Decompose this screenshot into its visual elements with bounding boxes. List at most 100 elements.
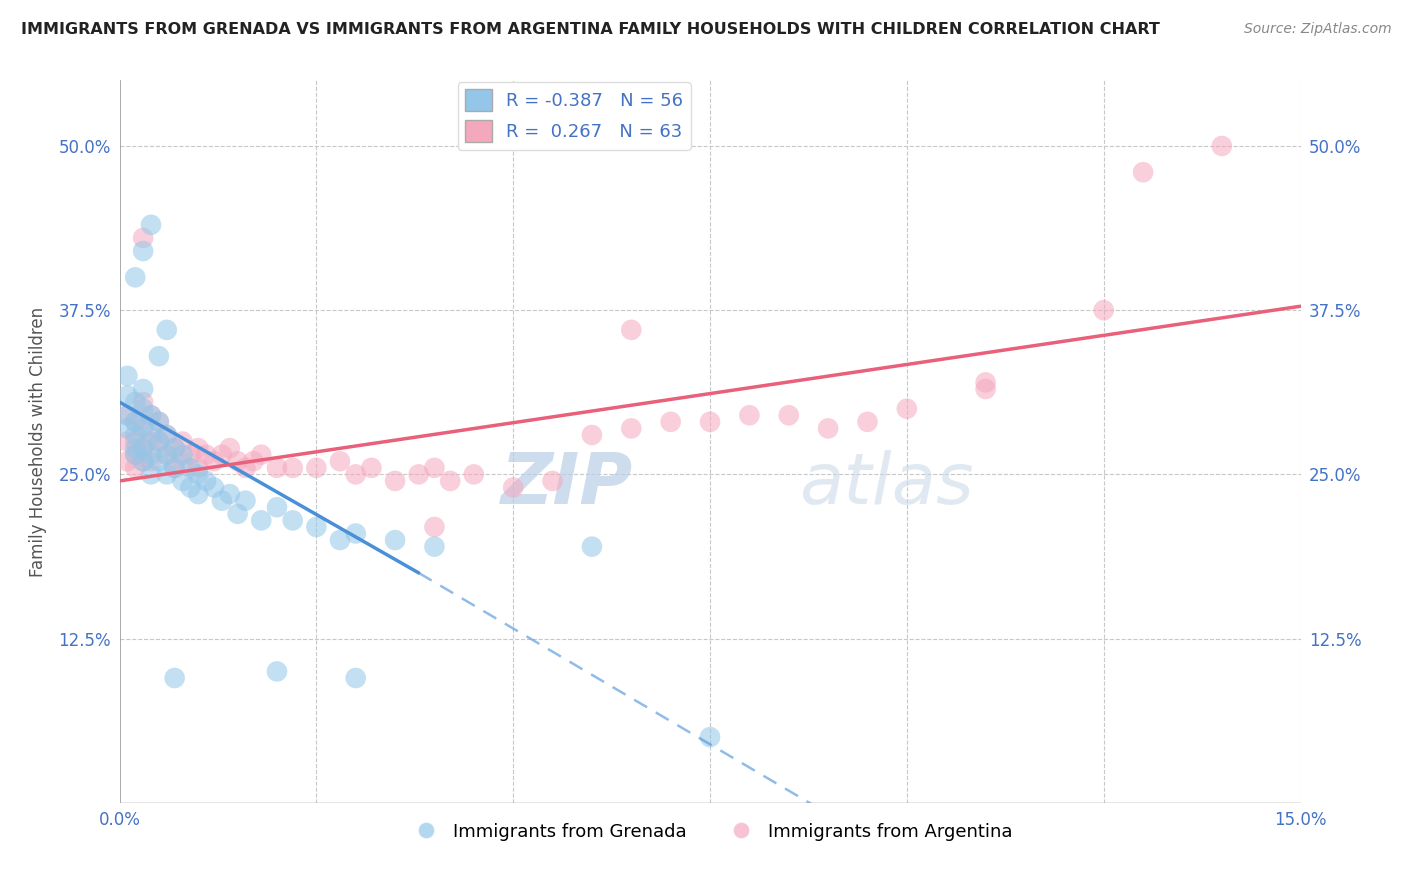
Text: IMMIGRANTS FROM GRENADA VS IMMIGRANTS FROM ARGENTINA FAMILY HOUSEHOLDS WITH CHIL: IMMIGRANTS FROM GRENADA VS IMMIGRANTS FR… <box>21 22 1160 37</box>
Point <box>124 434 146 449</box>
Point <box>620 421 643 435</box>
Point <box>132 441 155 455</box>
Point <box>974 376 997 390</box>
Point <box>124 448 146 462</box>
Point <box>124 460 146 475</box>
Point <box>156 428 179 442</box>
Point <box>266 500 288 515</box>
Point <box>117 434 139 449</box>
Point <box>132 421 155 435</box>
Point <box>156 467 179 482</box>
Point <box>195 474 218 488</box>
Point <box>124 441 146 455</box>
Point <box>117 409 139 423</box>
Point <box>817 421 839 435</box>
Point <box>179 448 201 462</box>
Point <box>117 421 139 435</box>
Point <box>266 460 288 475</box>
Point <box>344 526 367 541</box>
Point <box>344 671 367 685</box>
Point <box>156 448 179 462</box>
Point <box>305 460 328 475</box>
Point <box>132 421 155 435</box>
Point <box>778 409 800 423</box>
Point <box>218 441 240 455</box>
Point <box>172 474 194 488</box>
Point <box>502 481 524 495</box>
Point <box>211 448 233 462</box>
Point <box>179 481 201 495</box>
Point <box>226 507 249 521</box>
Point <box>187 467 209 482</box>
Point <box>305 520 328 534</box>
Y-axis label: Family Households with Children: Family Households with Children <box>30 307 48 576</box>
Point <box>1092 303 1115 318</box>
Point <box>124 428 146 442</box>
Point <box>281 460 304 475</box>
Point <box>699 730 721 744</box>
Legend: Immigrants from Grenada, Immigrants from Argentina: Immigrants from Grenada, Immigrants from… <box>401 815 1019 848</box>
Point <box>132 454 155 468</box>
Text: Source: ZipAtlas.com: Source: ZipAtlas.com <box>1244 22 1392 37</box>
Point <box>139 428 162 442</box>
Point <box>281 513 304 527</box>
Point <box>132 244 155 258</box>
Point <box>423 520 446 534</box>
Point <box>581 428 603 442</box>
Point <box>156 448 179 462</box>
Point <box>132 231 155 245</box>
Point <box>235 493 257 508</box>
Point <box>179 460 201 475</box>
Point <box>132 454 155 468</box>
Point <box>218 487 240 501</box>
Point <box>211 493 233 508</box>
Point <box>1211 139 1233 153</box>
Point <box>148 434 170 449</box>
Point <box>187 487 209 501</box>
Point <box>699 415 721 429</box>
Point <box>156 323 179 337</box>
Point <box>163 671 186 685</box>
Point <box>408 467 430 482</box>
Point <box>620 323 643 337</box>
Point <box>163 460 186 475</box>
Point <box>384 533 406 547</box>
Point <box>132 401 155 416</box>
Point <box>163 441 186 455</box>
Point <box>132 382 155 396</box>
Point <box>329 454 352 468</box>
Point <box>856 415 879 429</box>
Point <box>139 218 162 232</box>
Text: ZIP: ZIP <box>501 450 633 519</box>
Point <box>139 434 162 449</box>
Point <box>202 481 225 495</box>
Text: atlas: atlas <box>799 450 973 519</box>
Point <box>250 448 273 462</box>
Point <box>139 448 162 462</box>
Point <box>896 401 918 416</box>
Point <box>187 460 209 475</box>
Point <box>163 460 186 475</box>
Point <box>659 415 682 429</box>
Point <box>156 428 179 442</box>
Point <box>195 448 218 462</box>
Point <box>172 434 194 449</box>
Point <box>139 409 162 423</box>
Point <box>463 467 485 482</box>
Point <box>148 415 170 429</box>
Point <box>226 454 249 468</box>
Point <box>148 454 170 468</box>
Point <box>124 395 146 409</box>
Point <box>139 454 162 468</box>
Point <box>187 441 209 455</box>
Point <box>148 349 170 363</box>
Point <box>1132 165 1154 179</box>
Point <box>974 382 997 396</box>
Point <box>132 441 155 455</box>
Point <box>242 454 264 468</box>
Point <box>172 454 194 468</box>
Point <box>117 388 139 402</box>
Point <box>541 474 564 488</box>
Point <box>344 467 367 482</box>
Point <box>329 533 352 547</box>
